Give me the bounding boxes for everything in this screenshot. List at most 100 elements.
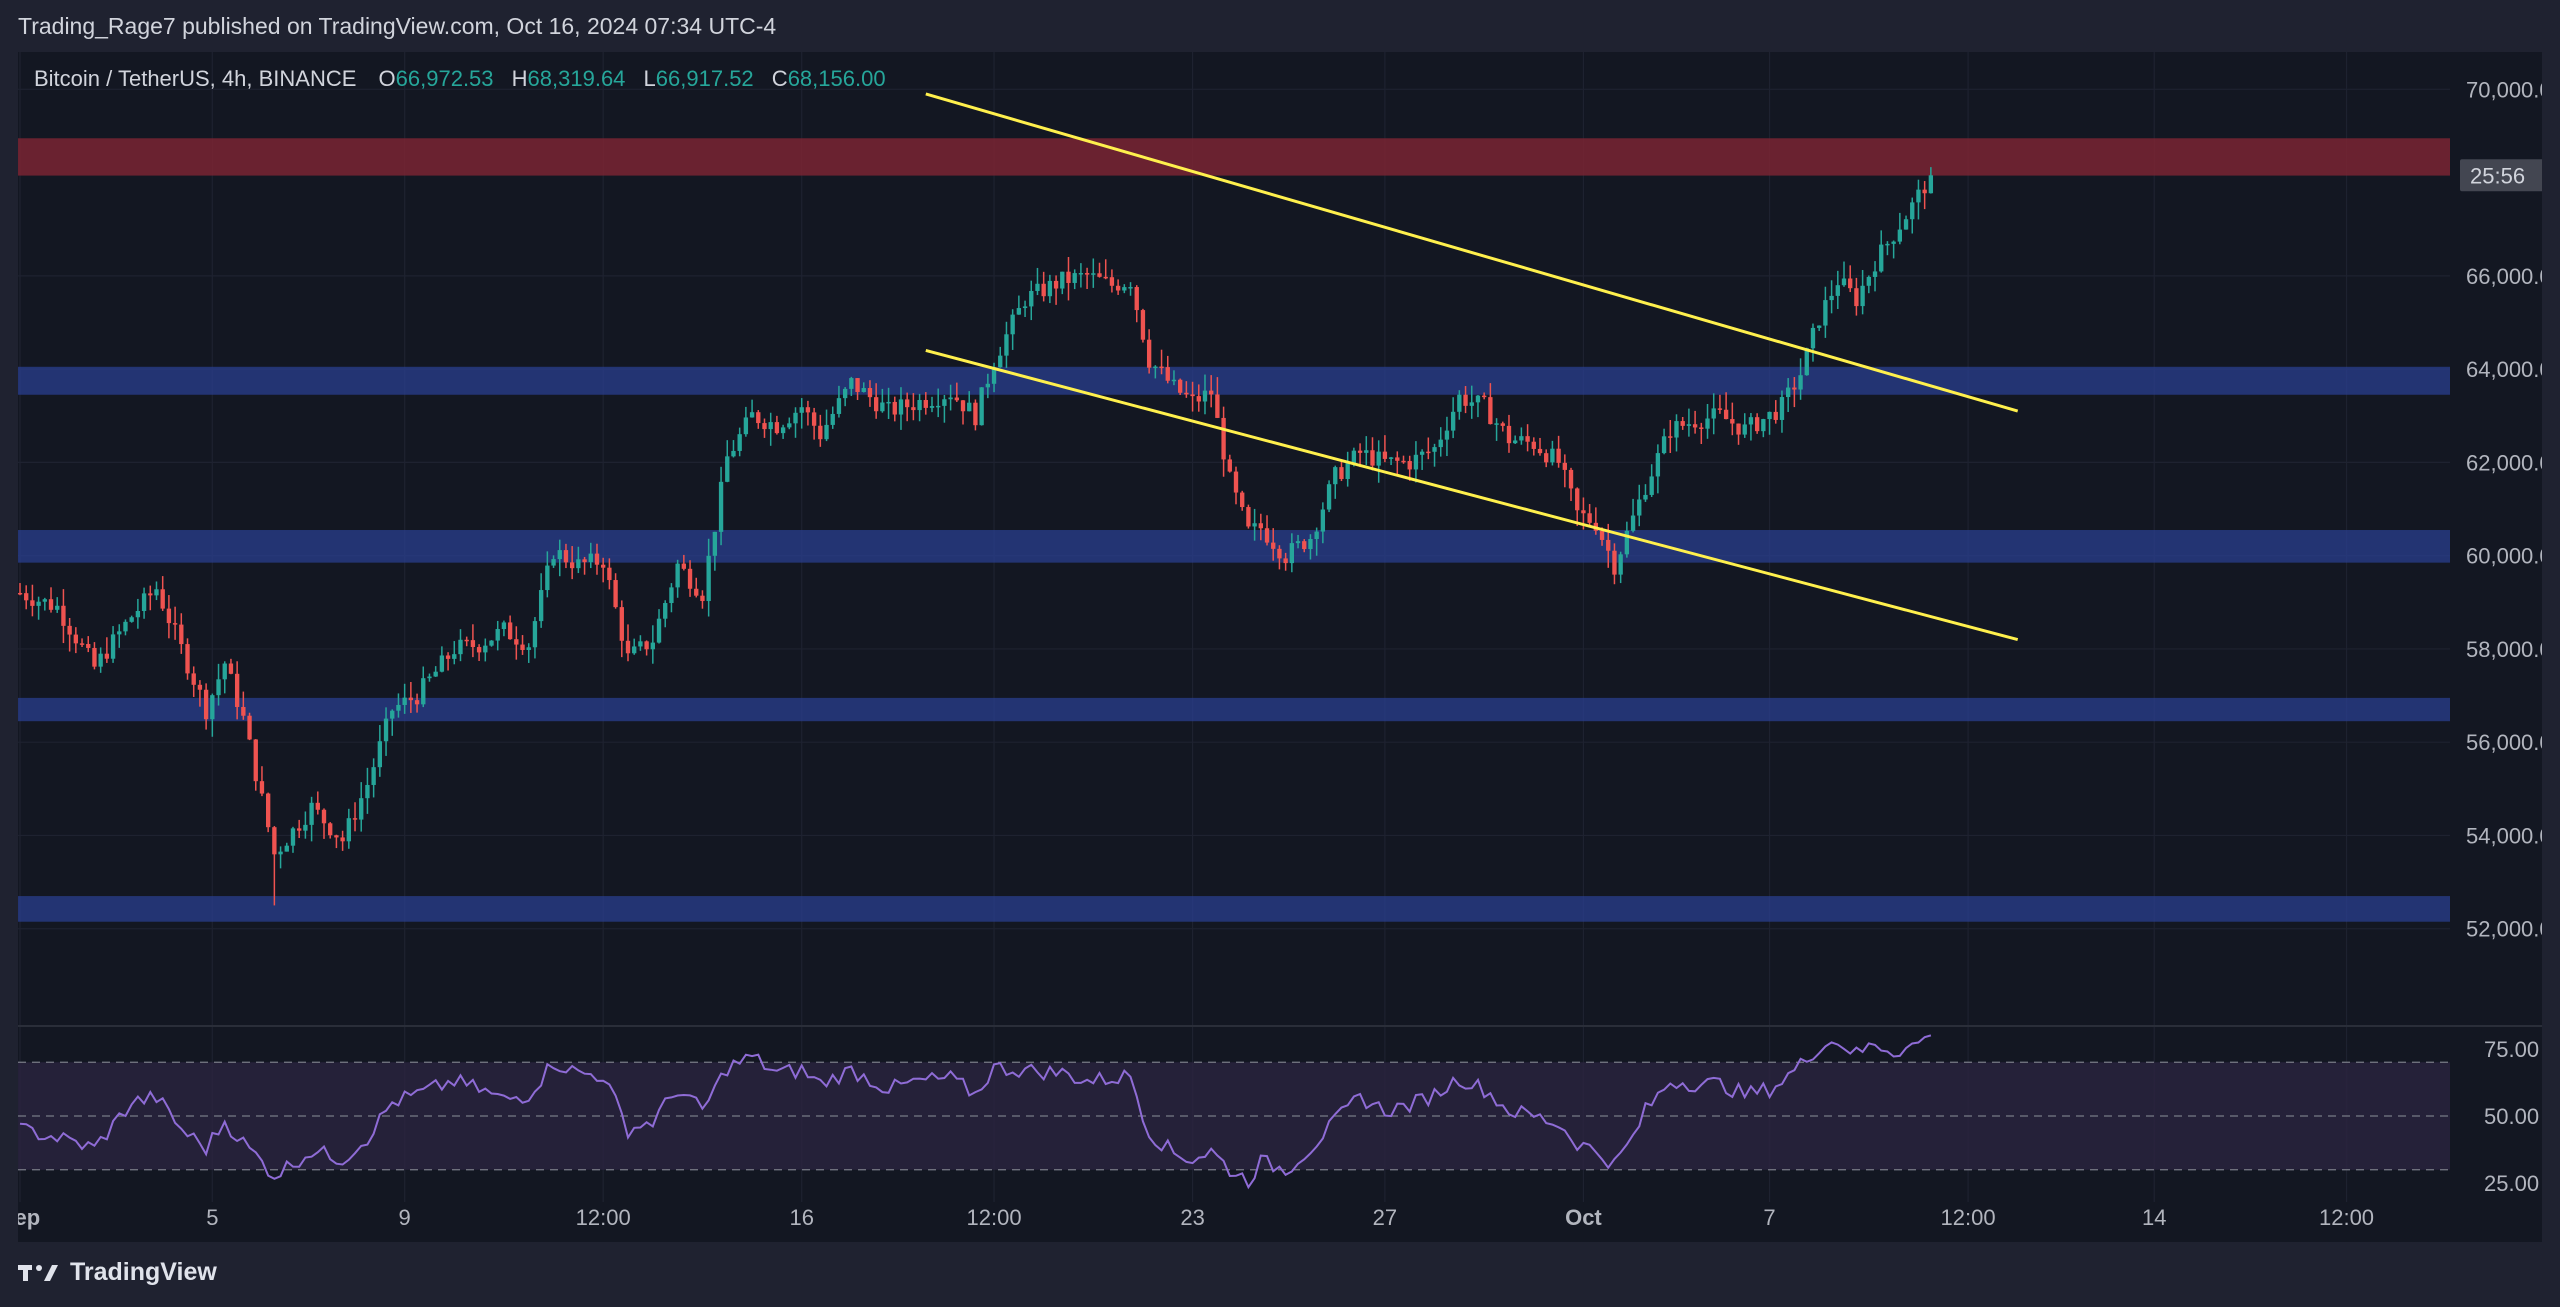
candle-body [334,835,339,838]
price-chart-svg[interactable]: 70,000.00 66,000.00 64,000.00 62,000.00 60,0… [18,52,2542,1242]
candle-body [1916,189,1921,203]
candle-body [1525,436,1530,442]
candle-body [1351,450,1357,464]
candle-body [1314,531,1319,539]
candle-body [365,784,370,799]
candle-body [1674,421,1679,438]
price-tick-label: 58,000.00 [2466,637,2542,662]
candle-body [67,625,72,635]
rsi-line [19,1034,1932,1190]
candle-body [526,647,531,650]
candle-body [1438,439,1443,448]
time-tick-label: Oct [1565,1205,1602,1230]
candle-body [290,828,296,846]
chart-frame[interactable]: 70,000.00 66,000.00 64,000.00 62,000.00 60,0… [18,52,2542,1242]
symbol-label[interactable]: Bitcoin / TetherUS, 4h, BINANCE [34,66,357,91]
candle-body [92,647,97,667]
candle-body [551,559,556,566]
candle-body [377,741,383,768]
candle-body [824,424,829,440]
candle-body [998,355,1003,368]
candle-body [1854,288,1859,307]
candle-body [1810,327,1816,349]
candle-body [1202,390,1208,402]
candle-body [613,580,618,608]
candle-body [303,824,308,831]
candle-body [1122,287,1127,291]
candle-body [172,623,178,625]
candle-body [135,611,141,618]
candle-body [1829,295,1834,301]
candle-body [247,715,252,740]
candle-body [979,387,984,426]
candle-body [749,412,755,418]
candle-body [185,644,190,674]
candle-body [297,828,302,831]
candle-body [1785,387,1791,398]
candle-body [675,563,680,588]
candle-body [1326,484,1332,510]
candle-body [936,405,941,408]
candle-body [1258,523,1263,529]
low-value: 66,917.52 [655,66,754,91]
candle-body [1637,499,1642,516]
candle-body [110,634,116,659]
candle-body [383,718,389,742]
candle-body [768,422,773,430]
candle-body [569,562,575,569]
candle-body [905,399,910,408]
candle-body [985,383,991,388]
candle-body [117,631,122,635]
candle-body [1506,425,1512,444]
candle-body [421,678,426,705]
candle-body [1370,450,1375,466]
candle-body [265,793,271,828]
candle-body [402,697,407,705]
candle-body [898,399,904,415]
candle-body [1630,515,1636,531]
candle-body [61,605,66,626]
candle-body [278,851,283,855]
candle-body [861,388,866,393]
candle-body [1823,300,1828,326]
candle-body [948,397,953,400]
trendline-upper [925,92,2019,413]
candle-body [588,553,593,563]
candle-body [563,550,569,563]
candle-body [1754,417,1760,432]
time-tick-label: 9 [399,1205,411,1230]
candle-body [557,550,562,560]
candle-body [1835,285,1840,296]
candle-body [48,599,54,610]
candle-body [36,601,41,606]
candle-body [1469,402,1474,406]
candle-body [1053,280,1059,289]
candle-body [1035,283,1040,291]
candle-body [1134,287,1139,311]
candle-body [1606,539,1611,551]
candle-body [1004,334,1009,356]
candle-body [743,417,749,435]
candle-body [1153,366,1158,369]
candle-body [638,641,643,647]
candle-body [160,589,165,609]
candle-body [1140,310,1146,340]
candle-body [594,553,600,565]
candle-body [1010,314,1015,335]
candle-body [1302,541,1307,550]
close-value: 68,156.00 [787,66,886,91]
candle-body [1060,271,1065,289]
tradingview-logo[interactable]: TradingView [18,1258,217,1287]
candle-body [73,634,79,644]
candle-body [1388,457,1394,459]
candle-body [1072,273,1077,283]
rsi-tick-label: 25.00 [2484,1171,2539,1196]
candle-body [1022,306,1028,309]
candle-body [818,425,823,440]
candle-body [1271,542,1276,549]
candle-body [1103,276,1108,279]
candle-body [1736,423,1741,435]
candle-body [359,798,364,820]
candle-body [706,555,711,602]
candle-body [309,802,314,825]
